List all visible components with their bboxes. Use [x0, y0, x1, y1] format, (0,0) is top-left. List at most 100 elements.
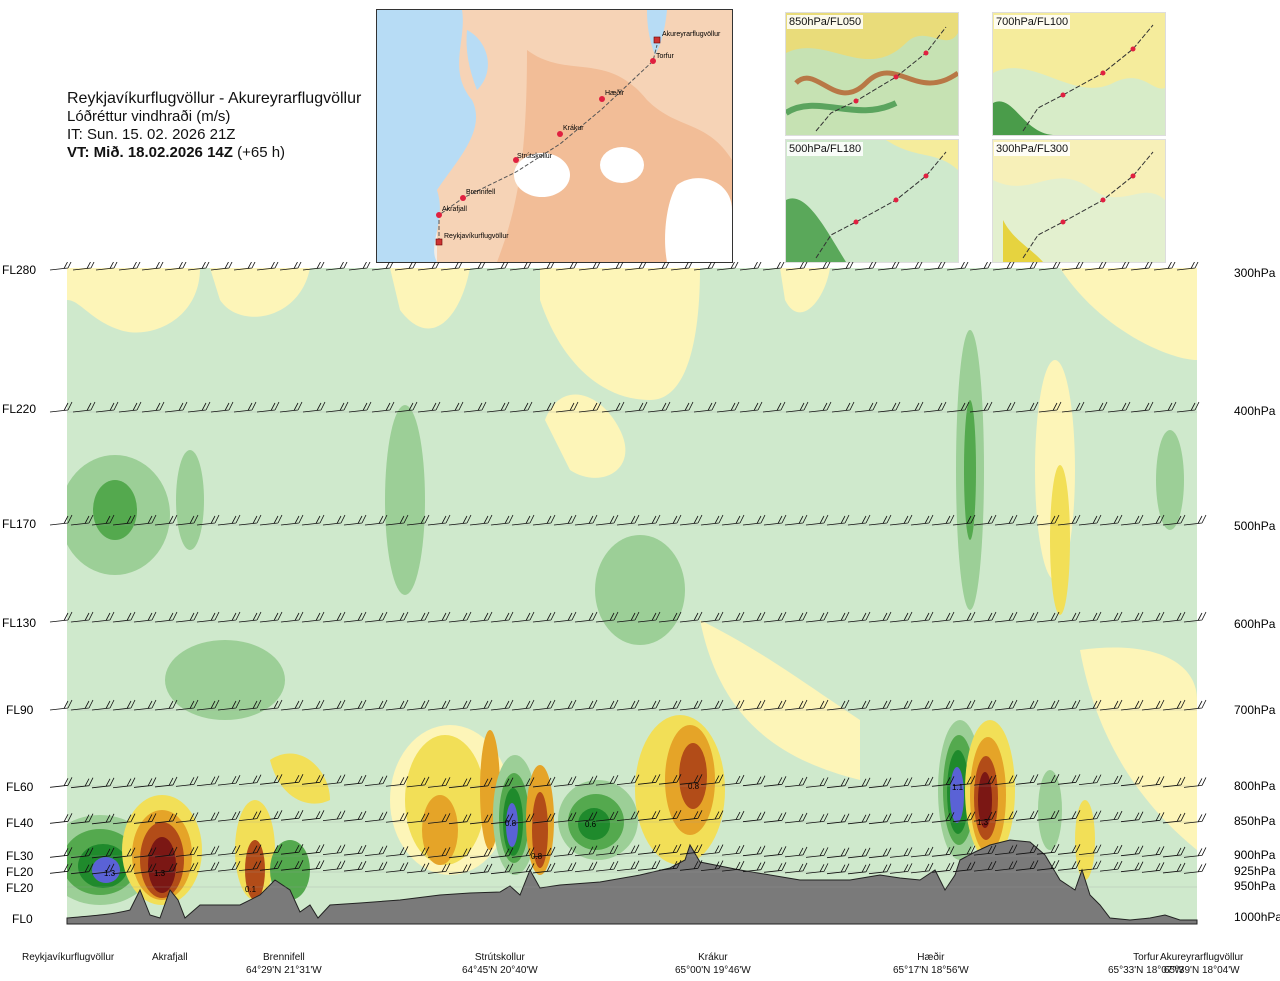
wind-barb: [826, 699, 850, 711]
wind-barb: [973, 611, 997, 623]
wind-barb: [1099, 860, 1123, 872]
wind-barb: [91, 514, 115, 526]
pressure-label: 400hPa: [1234, 404, 1276, 418]
wind-barb: [133, 813, 157, 824]
point-brennifell: [460, 195, 466, 201]
wind-barb: [1061, 401, 1085, 413]
point-strutskollur: [513, 157, 519, 163]
wind-barb: [233, 262, 256, 271]
wind-barb: [637, 860, 661, 871]
wind-barb: [233, 401, 257, 413]
wind-barb: [679, 611, 703, 623]
wind-barb: [364, 611, 388, 623]
wind-barb: [1057, 514, 1081, 526]
wind-barb: [511, 813, 535, 824]
wind-barb: [175, 514, 199, 526]
wind-barb: [1057, 810, 1081, 821]
wind-barb: [469, 863, 493, 875]
wind-barb: [808, 262, 831, 271]
wind-barb: [910, 514, 934, 526]
wind-barb: [196, 861, 220, 873]
wind-barb: [440, 401, 464, 413]
wind-barb: [616, 810, 640, 822]
wind-barb: [486, 262, 509, 271]
wind-barb: [1120, 811, 1144, 823]
annotation: 0.8: [688, 782, 700, 791]
fl-label: FL130: [2, 616, 36, 630]
wind-barb: [826, 813, 850, 825]
wind-barb: [785, 262, 808, 271]
cross-section-chart: FL280 FL220 FL170 FL130 FL90 FL60 FL40 F…: [2, 262, 1280, 926]
wind-barb: [1036, 611, 1060, 623]
wind-barb: [1183, 847, 1207, 858]
wind-barb: [196, 775, 220, 787]
wind-barb: [647, 262, 670, 271]
wind-barb: [763, 776, 787, 787]
wind-barb: [601, 401, 625, 413]
wind-barb: [952, 699, 976, 711]
wind-barb: [805, 611, 829, 623]
wind-barb: [279, 262, 302, 271]
wind-barb: [658, 810, 682, 821]
wind-barb: [1099, 810, 1123, 822]
wind-barb: [1015, 810, 1039, 821]
max-annotations: 1.3 1.3 0.1 0.8 0.8 0.6 0.8 1.1 1.3: [104, 782, 989, 894]
wind-barb: [889, 863, 913, 874]
wind-barb: [322, 810, 346, 821]
wind-barb: [900, 401, 924, 413]
wind-barb: [118, 401, 142, 413]
wind-barb: [910, 699, 934, 711]
mini-map-500: 500hPa/FL180: [785, 139, 959, 263]
wind-barb: [742, 611, 766, 623]
wind-barb: [1057, 611, 1081, 623]
wind-barb: [463, 401, 487, 413]
wind-barb: [670, 401, 694, 413]
wind-barb: [994, 844, 1018, 856]
wind-barb: [1120, 861, 1144, 873]
wind-barb: [931, 776, 955, 787]
wind-barb: [805, 863, 829, 874]
wind-barb: [406, 514, 430, 526]
wind-barb: [700, 514, 724, 526]
wind-barb: [946, 401, 970, 413]
annotation: 0.6: [585, 820, 597, 829]
wind-barb: [49, 514, 73, 526]
wind-barb: [721, 699, 745, 711]
wind-barb: [739, 262, 762, 271]
wind-barb: [716, 262, 739, 271]
wind-barb: [343, 514, 367, 526]
fl-label: FL60: [6, 780, 34, 794]
wind-barb: [910, 812, 934, 824]
wind-barb: [49, 401, 73, 413]
wind-barb: [910, 846, 934, 858]
wind-barb: [1036, 699, 1060, 711]
wind-barb: [889, 777, 913, 788]
wind-barb: [511, 847, 535, 858]
wind-barb: [238, 514, 262, 526]
wind-barb: [994, 860, 1018, 872]
wind-barb: [511, 777, 535, 788]
wind-barb: [553, 611, 577, 623]
svg-text:Krákur: Krákur: [563, 125, 584, 132]
mini-map-label: 300hPa/FL300: [994, 142, 1071, 156]
wind-barb: [217, 844, 241, 856]
wind-barb: [280, 844, 304, 855]
wind-barb: [280, 611, 304, 623]
fl-label: FL30: [6, 849, 34, 863]
wind-barb: [417, 262, 440, 271]
wind-barb: [70, 813, 94, 825]
wind-barb: [1057, 774, 1081, 785]
wind-barb: [553, 812, 577, 823]
wind-barb: [721, 810, 745, 822]
wind-barb: [238, 699, 262, 711]
wind-barb: [1120, 775, 1144, 787]
wind-barb: [679, 844, 703, 855]
wind-barb: [154, 846, 178, 858]
wind-barb: [679, 699, 703, 711]
wind-barb: [469, 514, 493, 526]
wind-barb: [1183, 777, 1207, 788]
wind-barb: [1038, 401, 1062, 413]
wind-barb: [553, 846, 577, 857]
annotation: 1.3: [977, 818, 989, 827]
wind-barb: [854, 401, 878, 413]
